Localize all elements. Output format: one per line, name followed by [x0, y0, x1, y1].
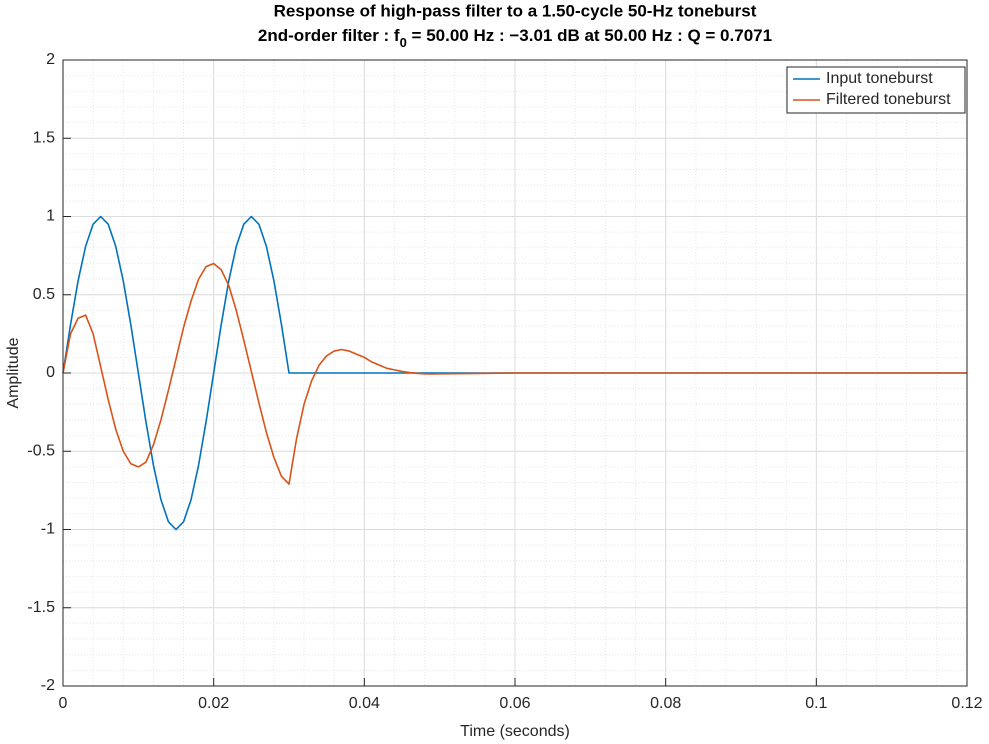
x-axis-label: Time (seconds): [460, 723, 570, 740]
y-tick-label: -1.5: [27, 599, 55, 616]
subtitle-part: = 50.00 Hz : −3.01 dB at 50.00 Hz : Q = …: [407, 26, 772, 45]
legend-box: [786, 66, 966, 114]
legend-label: Input toneburst: [826, 70, 933, 87]
y-tick-label: 2: [46, 51, 55, 68]
y-tick-label: 1.5: [33, 129, 55, 146]
x-tick-label: 0: [59, 695, 68, 712]
subtitle-part: 2nd-order filter : f: [258, 26, 400, 45]
series-line: [62, 262, 967, 485]
y-tick-label: 0: [46, 364, 55, 381]
y-tick-label: -1: [41, 521, 55, 538]
legend: Input toneburst Filtered toneburst: [786, 66, 966, 114]
x-tick-label: 0.06: [499, 695, 530, 712]
chart-subtitle: 2nd-order filter : f0 = 50.00 Hz : −3.01…: [258, 26, 772, 50]
x-tick-label: 0.12: [951, 695, 982, 712]
series-line: [62, 215, 967, 531]
subtitle-subscript: 0: [400, 35, 407, 50]
chart-title: Response of high-pass filter to a 1.50-c…: [274, 1, 757, 20]
x-tick-label: 0.1: [805, 695, 827, 712]
x-tick-label: 0.02: [198, 695, 229, 712]
plot-frame: [62, 59, 968, 687]
y-tick-label: -0.5: [27, 442, 55, 459]
x-tick-label: 0.08: [650, 695, 681, 712]
y-tick-label: 1: [46, 208, 55, 225]
y-tick-label: 0.5: [33, 286, 55, 303]
y-axis-label: Amplitude: [5, 337, 22, 408]
legend-label: Filtered toneburst: [826, 91, 951, 108]
y-tick-label: -2: [41, 677, 55, 694]
plot: [62, 215, 967, 531]
x-tick-label: 0.04: [349, 695, 380, 712]
